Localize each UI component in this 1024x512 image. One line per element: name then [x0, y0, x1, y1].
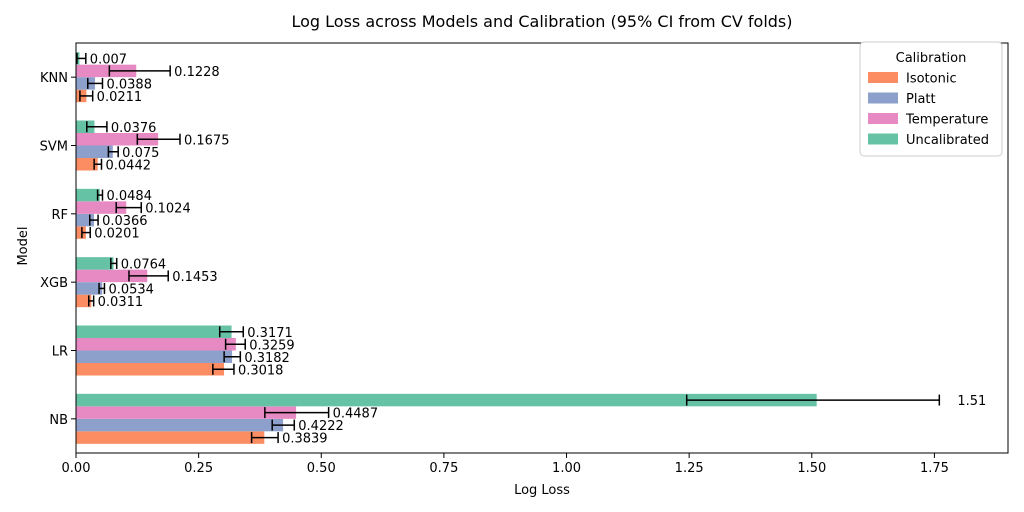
- error-bar-nb-uncalibrated: [685, 394, 941, 406]
- value-label-knn-isotonic: 0.0211: [97, 90, 142, 105]
- x-axis-label: Log Loss: [514, 483, 570, 498]
- bar-lr-isotonic: [76, 363, 225, 376]
- bar-rf-temperature: [76, 201, 127, 214]
- value-label-knn-platt: 0.0388: [106, 77, 152, 92]
- value-label-nb-isotonic: 0.3839: [282, 432, 328, 447]
- legend: Calibration Isotonic Platt Temperature Unca…: [859, 41, 1003, 157]
- value-label-nb-platt: 0.4222: [298, 419, 344, 434]
- legend-label-temperature: Temperature: [905, 113, 988, 128]
- value-label-lr-isotonic: 0.3018: [238, 363, 283, 378]
- bar-svm-isotonic: [76, 158, 98, 171]
- x-tick-label-2: 0.50: [307, 461, 336, 476]
- error-bar-knn-isotonic: [79, 90, 94, 102]
- value-label-knn-uncalibrated: 0.007: [90, 52, 127, 67]
- bar-xgb-uncalibrated: [76, 257, 114, 270]
- y-tick-label-xgb: XGB: [40, 276, 68, 291]
- bar-rf-isotonic: [76, 226, 86, 239]
- bar-lr-uncalibrated: [76, 325, 232, 338]
- value-label-svm-temperature: 0.1675: [184, 133, 230, 148]
- error-bar-svm-temperature: [136, 133, 181, 145]
- x-tick-label-3: 0.75: [429, 461, 458, 476]
- legend-label-platt: Platt: [906, 92, 936, 107]
- y-tick-label-rf: RF: [51, 208, 68, 223]
- legend-swatch-isotonic: [868, 72, 898, 83]
- value-label-knn-temperature: 0.1228: [174, 65, 220, 80]
- bar-knn-temperature: [76, 64, 137, 78]
- value-label-xgb-isotonic: 0.0311: [98, 295, 144, 310]
- bar-knn-platt: [76, 77, 96, 90]
- value-label-rf-temperature: 0.1024: [145, 202, 191, 217]
- legend-swatch-platt: [868, 92, 898, 104]
- value-label-rf-isotonic: 0.0201: [94, 227, 140, 242]
- value-label-xgb-platt: 0.0534: [108, 282, 154, 297]
- x-tick-label-5: 1.25: [675, 461, 704, 476]
- error-bar-knn-temperature: [108, 65, 171, 77]
- y-tick-label-knn: KNN: [40, 71, 68, 86]
- bar-rf-uncalibrated: [76, 188, 100, 202]
- bar-xgb-isotonic: [76, 294, 92, 308]
- error-bar-xgb-isotonic: [88, 295, 95, 307]
- bar-svm-platt: [76, 145, 113, 158]
- error-bar-xgb-platt: [98, 282, 106, 294]
- error-bar-xgb-temperature: [128, 270, 169, 282]
- x-tick-label-1: 0.25: [184, 461, 213, 476]
- y-tick-label-nb: NB: [49, 413, 68, 428]
- bar-nb-uncalibrated: [76, 393, 817, 407]
- legend-swatch-uncalibrated: [868, 133, 898, 145]
- error-bar-rf-isotonic: [81, 227, 91, 239]
- error-bar-knn-uncalibrated: [76, 52, 87, 64]
- x-tick-label-6: 1.50: [797, 461, 826, 476]
- error-bar-xgb-uncalibrated: [110, 257, 118, 269]
- bar-svm-uncalibrated: [76, 120, 95, 133]
- legend-label-isotonic: Isotonic: [906, 72, 957, 87]
- bar-lr-platt: [76, 350, 233, 363]
- bar-xgb-platt: [76, 282, 103, 295]
- legend-title: Calibration: [896, 51, 967, 66]
- error-bar-lr-uncalibrated: [218, 326, 245, 338]
- bar-nb-platt: [76, 418, 284, 432]
- bar-nb-temperature: [76, 406, 297, 419]
- value-label-nb-uncalibrated: 1.51: [957, 394, 986, 409]
- error-bar-nb-isotonic: [250, 432, 279, 444]
- y-tick-label-svm: SVM: [40, 140, 68, 155]
- error-bar-nb-temperature: [264, 407, 330, 419]
- y-tick-label-lr: LR: [52, 345, 68, 360]
- error-bar-lr-isotonic: [212, 363, 235, 375]
- bar-nb-isotonic: [76, 431, 265, 444]
- legend-swatch-temperature: [868, 113, 898, 124]
- error-bar-svm-platt: [107, 146, 119, 158]
- value-label-svm-uncalibrated: 0.0376: [111, 121, 157, 136]
- value-label-rf-platt: 0.0366: [102, 214, 148, 229]
- legend-label-uncalibrated: Uncalibrated: [906, 133, 989, 148]
- error-bar-rf-platt: [88, 214, 99, 226]
- value-label-xgb-temperature: 0.1453: [172, 270, 218, 285]
- value-label-lr-temperature: 0.3259: [249, 338, 294, 353]
- value-label-rf-uncalibrated: 0.0484: [106, 189, 152, 204]
- error-bar-lr-platt: [223, 351, 242, 363]
- value-label-svm-isotonic: 0.0442: [106, 158, 152, 173]
- value-label-lr-platt: 0.3182: [244, 351, 289, 366]
- legend-box: [859, 41, 1003, 157]
- x-tick-label-0: 0.00: [62, 461, 91, 476]
- error-bar-rf-uncalibrated: [96, 189, 104, 201]
- y-axis-label: Model: [16, 226, 31, 265]
- x-tick-label-4: 1.00: [552, 461, 581, 476]
- error-bar-svm-uncalibrated: [86, 121, 108, 133]
- value-label-nb-temperature: 0.4487: [333, 407, 379, 422]
- error-bar-svm-isotonic: [93, 158, 103, 170]
- value-label-svm-platt: 0.075: [122, 146, 159, 161]
- x-tick-label-7: 1.75: [920, 461, 949, 476]
- error-bar-lr-temperature: [224, 338, 246, 350]
- value-label-xgb-uncalibrated: 0.0764: [121, 257, 167, 272]
- value-label-lr-uncalibrated: 0.3171: [247, 326, 293, 341]
- error-bar-nb-platt: [271, 419, 296, 431]
- chart-title: Log Loss across Models and Calibration (…: [292, 12, 793, 31]
- bar-lr-temperature: [76, 338, 236, 351]
- error-bar-rf-temperature: [115, 202, 142, 214]
- axes-frame: [75, 42, 1009, 454]
- error-bar-knn-platt: [87, 77, 104, 89]
